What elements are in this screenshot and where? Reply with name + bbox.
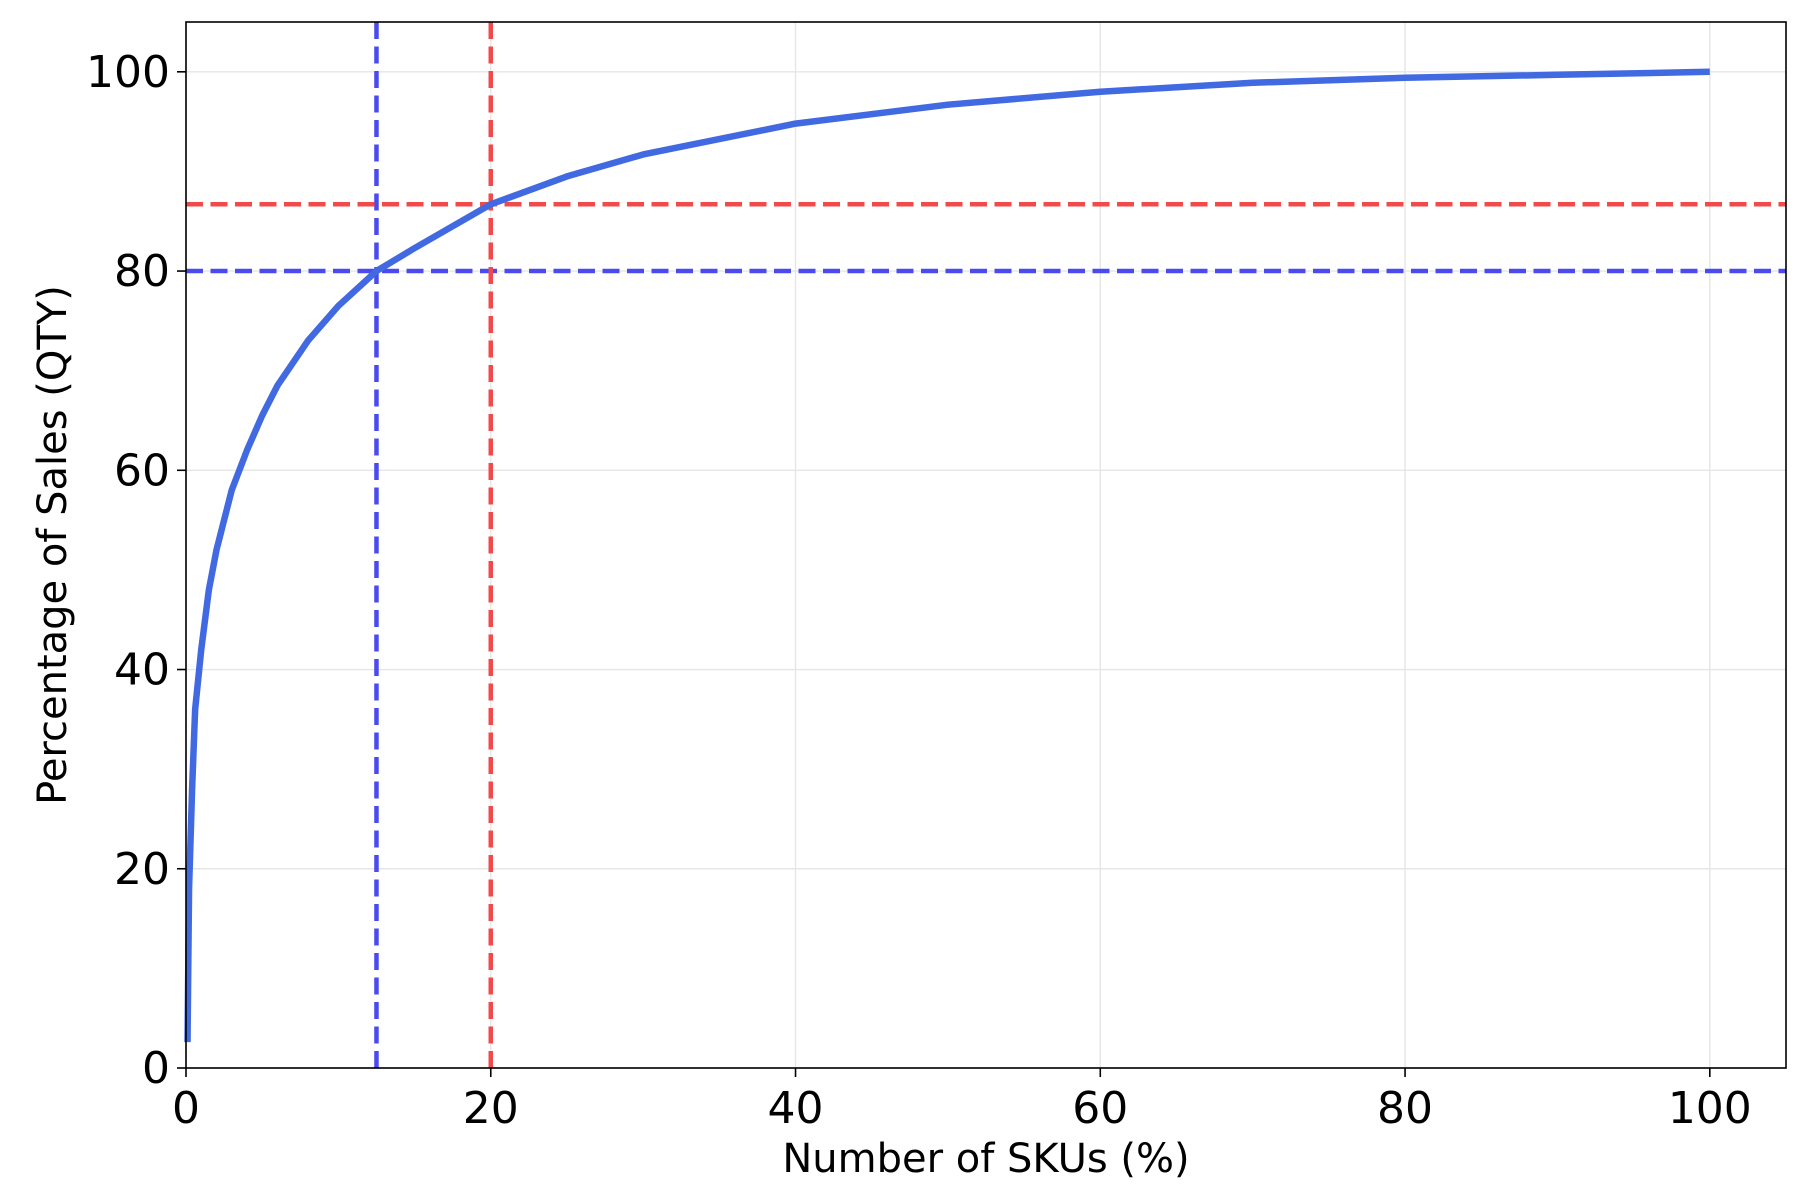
x-tick-label: 40 bbox=[768, 1083, 824, 1134]
reference-lines bbox=[186, 22, 1786, 1068]
x-tick-label: 60 bbox=[1072, 1083, 1128, 1134]
y-axis-label: Percentage of Sales (QTY) bbox=[30, 285, 76, 805]
y-tick-label: 20 bbox=[114, 844, 170, 895]
x-axis-ticks: 0 20 40 60 80 100 bbox=[172, 1068, 1752, 1134]
y-tick-label: 60 bbox=[114, 445, 170, 496]
y-tick-label: 80 bbox=[114, 246, 170, 297]
y-tick-label: 100 bbox=[86, 47, 170, 98]
series-line bbox=[184, 68, 1710, 1043]
plot-frame bbox=[185, 21, 1787, 1069]
y-tick-label: 40 bbox=[114, 645, 170, 696]
y-tick-label: 0 bbox=[142, 1043, 170, 1094]
x-tick-label: 0 bbox=[172, 1083, 200, 1134]
x-tick-label: 100 bbox=[1668, 1083, 1752, 1134]
x-tick-label: 20 bbox=[463, 1083, 519, 1134]
x-axis-label: Number of SKUs (%) bbox=[782, 1136, 1189, 1182]
x-tick-label: 80 bbox=[1377, 1083, 1433, 1134]
series-layer bbox=[184, 68, 1710, 1043]
y-axis-ticks: 0 20 40 60 80 100 bbox=[86, 47, 186, 1094]
